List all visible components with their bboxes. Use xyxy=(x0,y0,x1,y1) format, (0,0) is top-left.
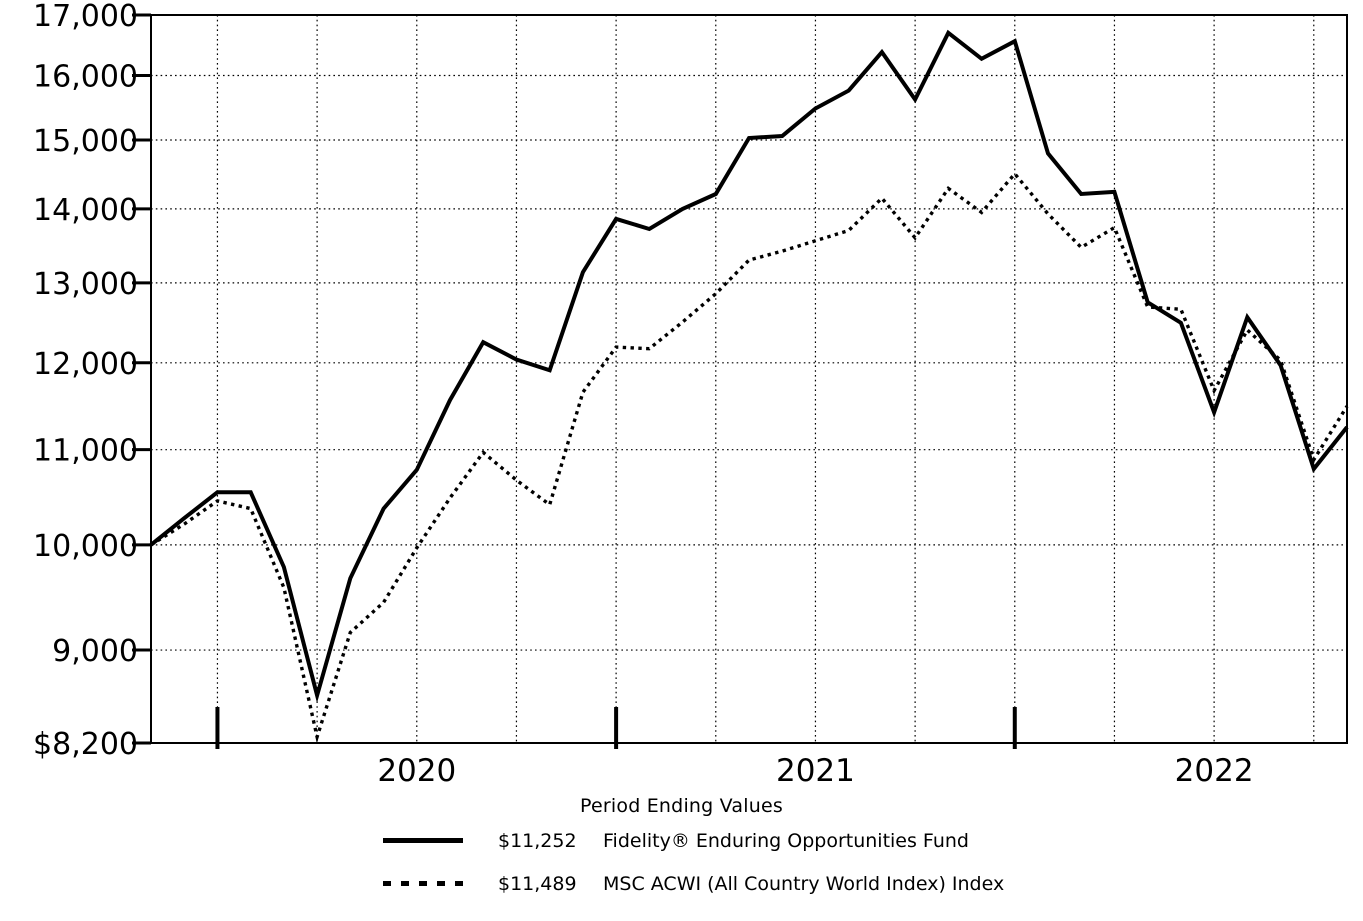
y-axis-label: 16,000 xyxy=(33,60,138,95)
y-axis-label: 10,000 xyxy=(33,529,138,564)
grid-layer xyxy=(151,15,1347,743)
axis-layer xyxy=(132,13,1348,749)
index-line xyxy=(150,171,1349,744)
y-axis-label: 17,000 xyxy=(33,0,138,34)
x-axis-year-label: 2022 xyxy=(1175,753,1254,789)
y-axis-label: 13,000 xyxy=(33,267,138,302)
y-axis-label: 9,000 xyxy=(52,634,138,669)
fund-line xyxy=(149,29,1349,704)
y-axis-label: 11,000 xyxy=(33,434,138,469)
label-layer: $8,200 9,000 10,000 11,000 12,000 13,000 14,00… xyxy=(33,0,1254,789)
y-axis-label: 12,000 xyxy=(33,347,138,382)
y-axis-label: 15,000 xyxy=(33,124,138,159)
y-axis-label: 14,000 xyxy=(33,193,138,228)
x-axis-year-label: 2021 xyxy=(776,753,855,789)
x-axis-year-label: 2020 xyxy=(377,753,456,789)
y-axis-label: $8,200 xyxy=(33,727,138,762)
axis-title: Period Ending Values xyxy=(580,795,783,817)
plot-border xyxy=(150,14,1348,744)
series-layer xyxy=(149,29,1349,744)
